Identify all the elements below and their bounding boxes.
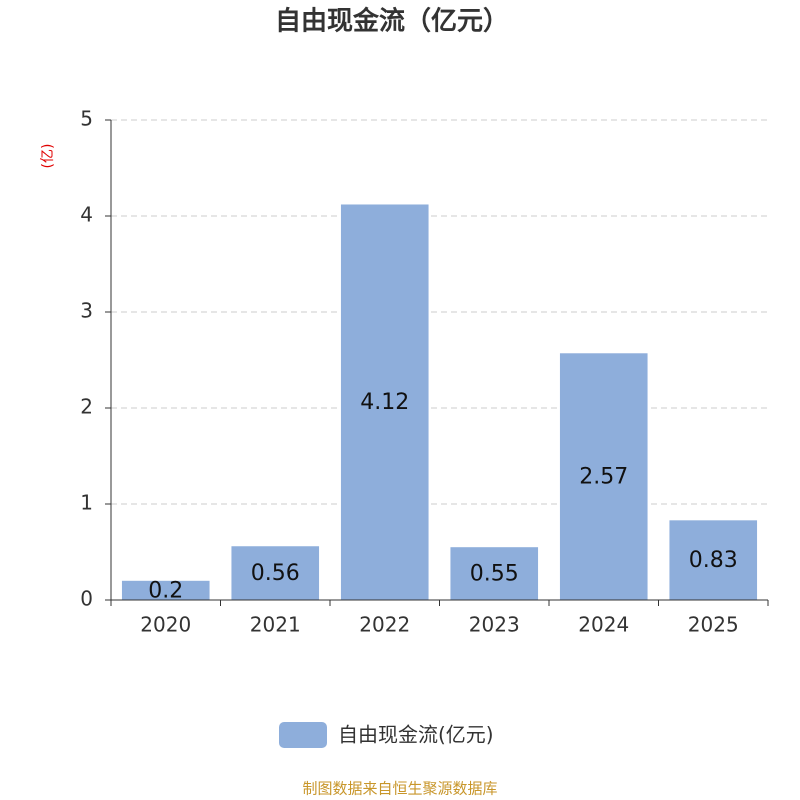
x-tick-label: 2021 — [250, 613, 301, 637]
value-label: 0.2 — [148, 578, 183, 603]
x-tick-label: 2023 — [469, 613, 520, 637]
bar — [669, 520, 758, 600]
legend-swatch — [279, 722, 327, 748]
chart-title: 自由现金流（亿元） — [275, 6, 509, 37]
bar — [121, 580, 210, 600]
y-tick-label: 1 — [80, 491, 93, 515]
source-note: 制图数据来自恒生聚源数据库 — [302, 780, 497, 798]
bar — [450, 547, 539, 600]
value-label: 2.57 — [579, 465, 628, 490]
value-label: 4.12 — [360, 390, 409, 415]
y-tick-label: 4 — [80, 203, 93, 227]
value-label: 0.83 — [689, 548, 738, 573]
x-tick-label: 2024 — [578, 613, 629, 637]
y-tick-label: 0 — [80, 587, 93, 611]
x-tick-label: 2025 — [688, 613, 739, 637]
bar — [340, 204, 429, 601]
x-tick-label: 2022 — [359, 613, 410, 637]
y-axis-label: (亿) — [40, 144, 56, 169]
y-tick-label: 5 — [80, 107, 93, 131]
y-tick-label: 2 — [80, 395, 93, 419]
y-tick-label: 3 — [80, 299, 93, 323]
value-label: 0.56 — [251, 561, 300, 586]
legend-label: 自由现金流(亿元) — [338, 723, 494, 747]
bar — [231, 546, 320, 600]
x-tick-label: 2020 — [140, 613, 191, 637]
bar — [559, 353, 648, 600]
value-label: 0.55 — [470, 562, 519, 587]
